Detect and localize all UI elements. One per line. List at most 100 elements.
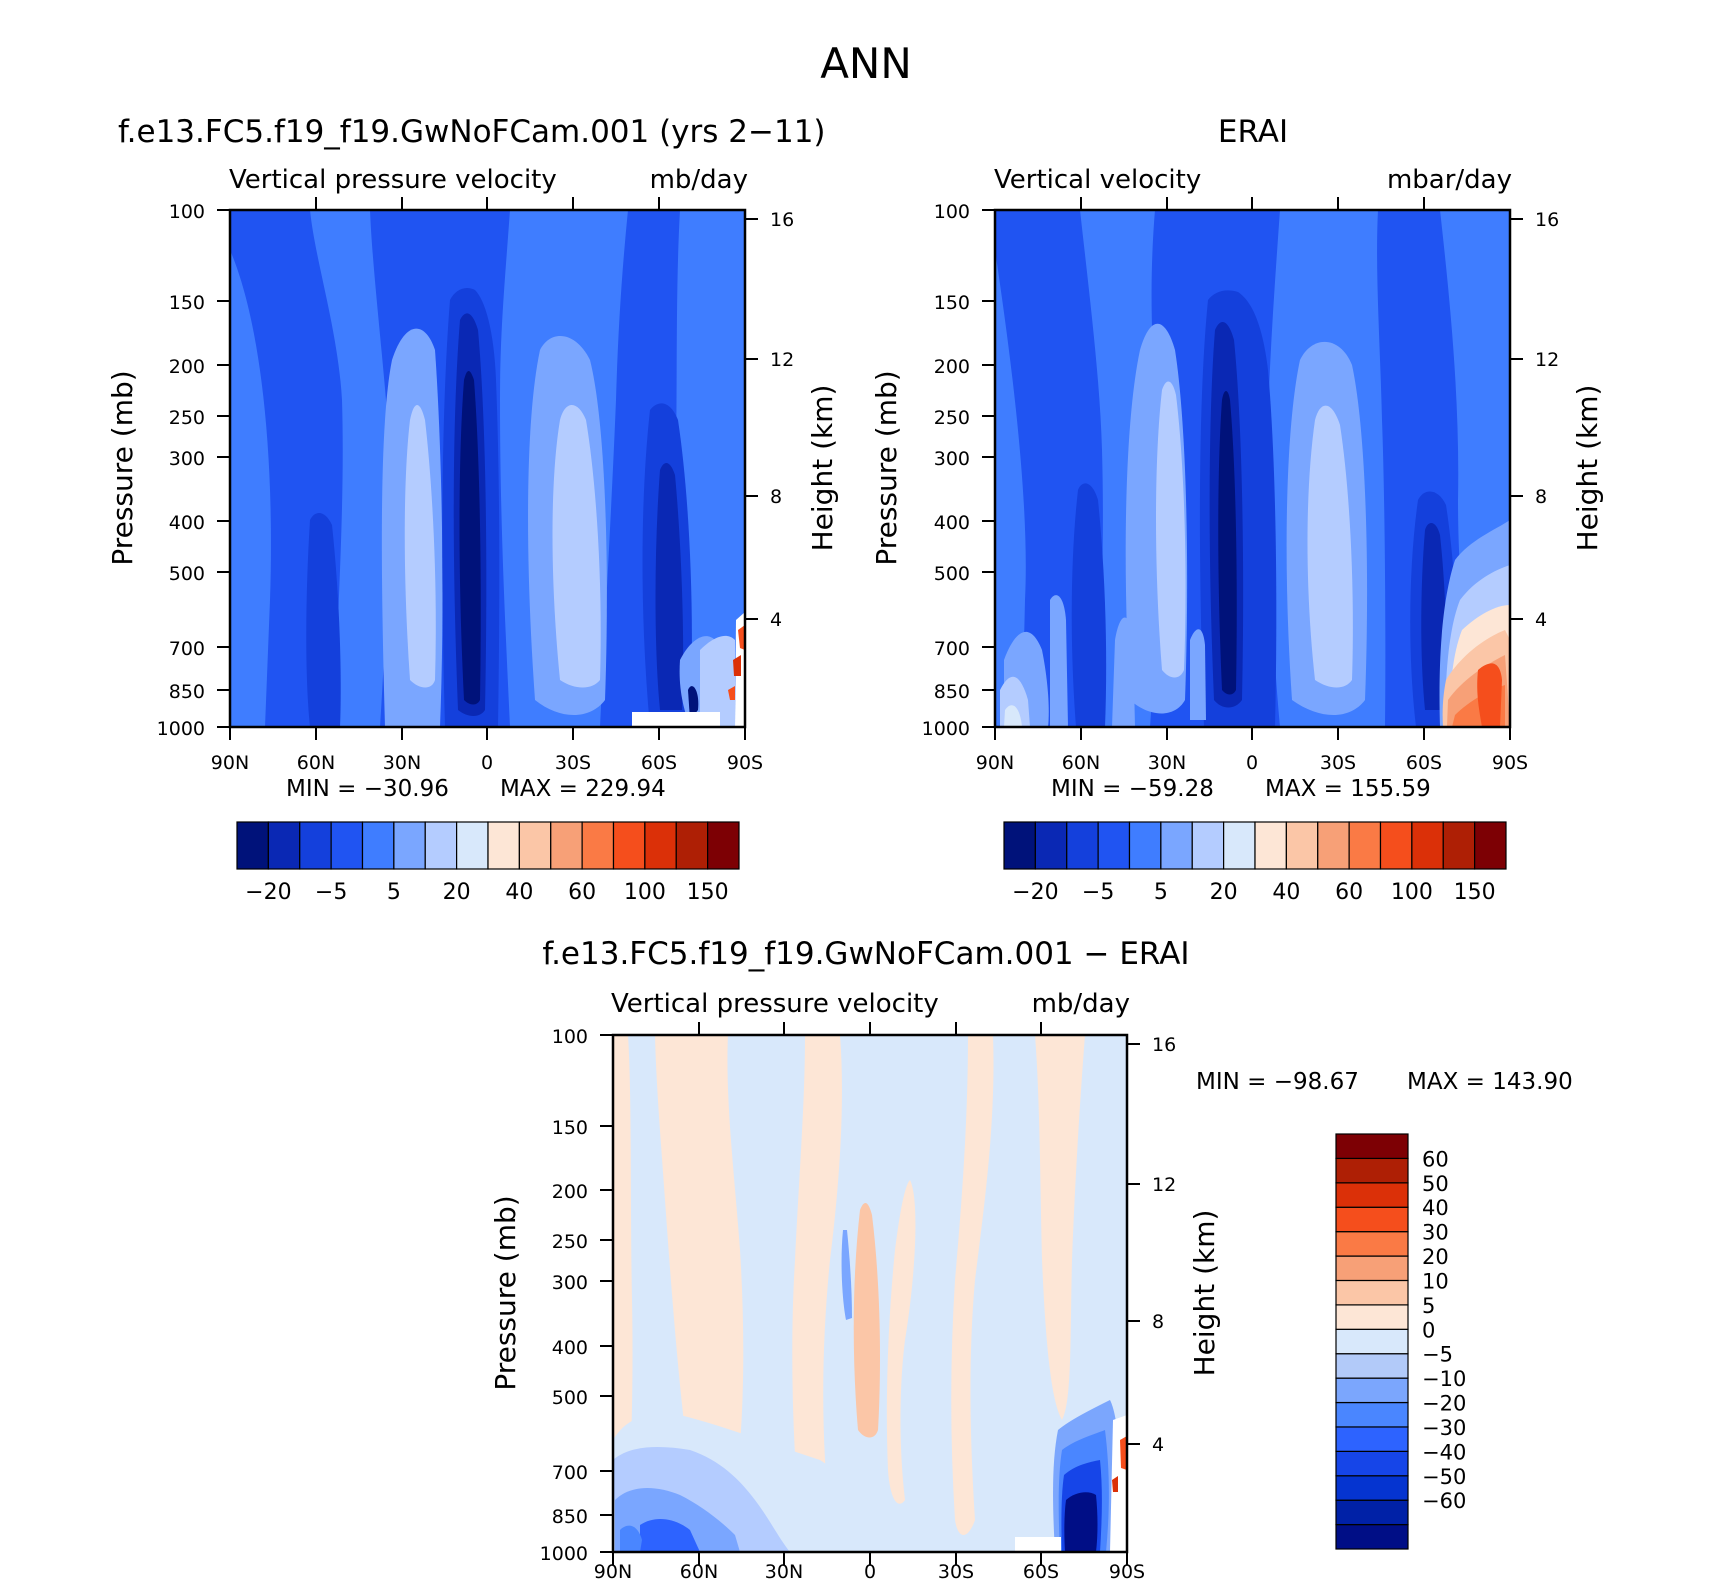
x-tick-label: 60N (680, 1561, 718, 1581)
colorbar-swatch (267, 821, 301, 870)
y2-tick-label: 12 (1535, 349, 1559, 371)
y-tick-label: 500 (169, 563, 205, 585)
y-tick-label: 700 (934, 638, 970, 660)
panel-diff-y-ticks: 100 150 200 250 300 400 500 700 850 1000 (540, 1026, 613, 1565)
colorbar-swatch (1379, 821, 1413, 870)
x-tick-label: 30N (765, 1561, 803, 1581)
panel-model-ylabel2: Height (km) (806, 385, 839, 552)
x-tick-label: 30N (1148, 752, 1186, 774)
panel-erai-min: MIN = −59.28 (1051, 776, 1214, 802)
y-tick-label: 300 (552, 1272, 588, 1294)
colorbar-swatch (1191, 821, 1225, 870)
panel-diff: f.e13.FC5.f19_f19.GwNoFCam.001 − ERAI Ve… (489, 936, 1573, 1581)
colorbar-label: −5 (315, 880, 347, 905)
panel-model-max: MAX = 229.94 (500, 776, 666, 802)
panel-model-min: MIN = −30.96 (286, 776, 449, 802)
x-tick-label: 90N (211, 752, 249, 774)
colorbar-swatch (1317, 821, 1350, 870)
colorbar-swatch (644, 821, 677, 870)
y2-tick-label: 16 (1535, 209, 1559, 231)
y2-tick-label: 12 (1152, 1174, 1176, 1196)
colorbar-label: −50 (1422, 1465, 1466, 1489)
y-tick-label: 200 (934, 356, 970, 378)
colorbar-label: −10 (1422, 1367, 1466, 1391)
colorbar-swatch (1335, 1133, 1409, 1160)
x-tick-label: 30N (383, 752, 421, 774)
colorbar-swatch (1335, 1231, 1409, 1257)
panel-erai-ylabel2: Height (km) (1571, 385, 1604, 552)
colorbar-label: 20 (1210, 880, 1238, 905)
y-tick-label: 150 (169, 292, 205, 314)
colorbar-swatch (1335, 1475, 1409, 1501)
x-tick-label: 0 (864, 1561, 876, 1581)
colorbar-swatch (236, 821, 269, 870)
x-tick-label: 60S (1023, 1561, 1059, 1581)
y-tick-label: 150 (552, 1117, 588, 1139)
x-tick-label: 60N (1062, 752, 1100, 774)
y-tick-label: 100 (169, 201, 205, 223)
colorbar-label: 60 (1422, 1147, 1449, 1171)
colorbar-swatch (581, 821, 615, 870)
colorbar-swatch (393, 821, 426, 870)
y-tick-label: 1000 (157, 718, 205, 740)
panel-erai-colorbar: −20 −5 5 20 40 60 100 150 (1003, 821, 1507, 905)
colorbar-swatch (1003, 821, 1036, 870)
colorbar-label: 5 (1422, 1294, 1435, 1318)
y-tick-label: 400 (934, 512, 970, 534)
panel-diff-ylabel: Pressure (mb) (489, 1195, 522, 1390)
y-tick-label: 850 (552, 1506, 588, 1528)
colorbar-swatch (1335, 1328, 1409, 1355)
y-tick-label: 700 (169, 638, 205, 660)
y2-tick-label: 4 (1152, 1434, 1164, 1456)
colorbar-swatch (1348, 821, 1382, 870)
panel-erai-y-ticks: 100 150 200 250 300 400 500 700 850 1000 (922, 201, 995, 740)
panel-model-colorbar: −20 −5 5 20 40 60 100 150 (236, 821, 740, 905)
colorbar-swatch (1335, 1377, 1409, 1404)
y-tick-label: 100 (934, 201, 970, 223)
colorbar-swatch (1411, 821, 1444, 870)
y-tick-label: 400 (169, 512, 205, 534)
y-tick-label: 200 (169, 356, 205, 378)
colorbar-label: 150 (1454, 880, 1496, 905)
y2-tick-label: 12 (770, 349, 794, 371)
y2-tick-label: 4 (770, 609, 782, 631)
colorbar-swatch (1335, 1206, 1409, 1233)
colorbar-swatch (707, 821, 740, 870)
y-tick-label: 150 (934, 292, 970, 314)
colorbar-label: 5 (387, 880, 401, 905)
y-tick-label: 1000 (922, 718, 970, 740)
y-tick-label: 850 (169, 681, 205, 703)
colorbar-swatch (1335, 1279, 1409, 1306)
colorbar-label: 10 (1422, 1269, 1449, 1293)
y2-tick-label: 16 (1152, 1034, 1176, 1056)
panel-model-ylabel: Pressure (mb) (106, 370, 139, 565)
colorbar-swatch (1474, 821, 1507, 870)
colorbar-swatch (612, 821, 646, 870)
panel-diff-units: mb/day (1032, 989, 1130, 1019)
colorbar-label: −30 (1422, 1416, 1466, 1440)
main-title: ANN (820, 39, 912, 88)
y-tick-label: 1000 (540, 1543, 588, 1565)
colorbar-label: 30 (1422, 1221, 1449, 1245)
panel-model-y-ticks: 100 150 200 250 300 400 500 700 850 1000 (157, 201, 230, 740)
panel-erai: ERAI Vertical velocity mbar/day (870, 114, 1604, 905)
colorbar-label: −20 (1012, 880, 1058, 905)
colorbar-label: −5 (1422, 1343, 1453, 1367)
y-tick-label: 500 (552, 1387, 588, 1409)
colorbar-swatch (1254, 821, 1287, 870)
colorbar-label: 20 (1422, 1245, 1449, 1269)
colorbar-swatch (1335, 1182, 1409, 1208)
panel-model-contours (230, 210, 745, 727)
colorbar-swatch (1335, 1304, 1409, 1330)
colorbar-swatch (1097, 821, 1131, 870)
y-tick-label: 250 (169, 407, 205, 429)
panel-model-title: f.e13.FC5.f19_f19.GwNoFCam.001 (yrs 2−11… (118, 114, 826, 150)
x-tick-label: 90N (976, 752, 1014, 774)
y-tick-label: 100 (552, 1026, 588, 1048)
colorbar-label: 5 (1154, 880, 1168, 905)
panel-erai-left-subtitle: Vertical velocity (994, 165, 1201, 195)
colorbar-swatch (1335, 1523, 1409, 1550)
y-tick-label: 850 (934, 681, 970, 703)
